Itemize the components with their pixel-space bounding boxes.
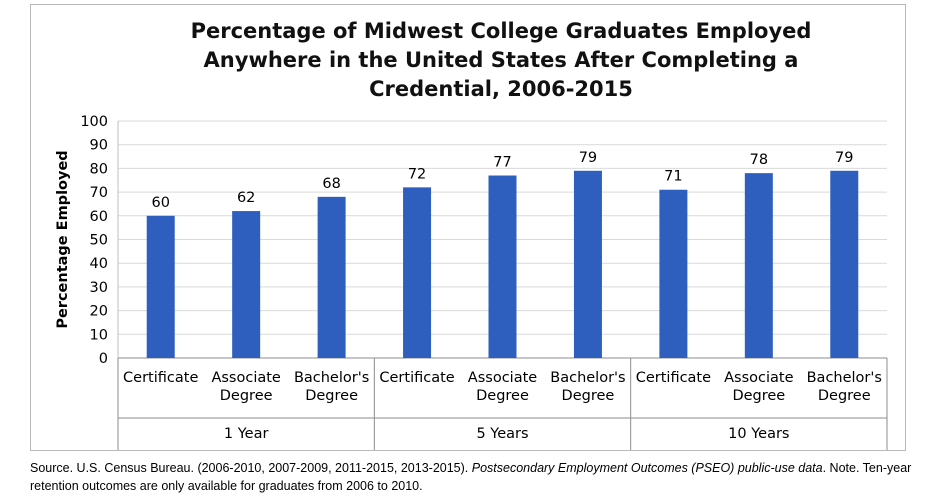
x-group-label: 5 Years: [476, 426, 528, 442]
x-category-label: Certificate: [123, 370, 198, 386]
x-group-label: 10 Years: [728, 426, 789, 442]
x-group-label: 1 Year: [224, 426, 269, 442]
y-tick-label: 50: [90, 233, 108, 249]
data-label: 78: [750, 152, 768, 168]
bar: [488, 175, 517, 358]
x-category-label: Certificate: [379, 370, 454, 386]
y-axis-label: Percentage Employed: [55, 150, 71, 328]
bar: [232, 211, 261, 358]
bar: [659, 189, 688, 358]
y-tick-label: 40: [90, 256, 108, 272]
chart-frame: 0 10 20 30 40 50 60 70 80 90 100 Percentage Employe…: [30, 4, 906, 451]
x-category-label: Bachelor's Degree: [550, 370, 625, 404]
y-tick-label: 80: [90, 161, 108, 177]
data-label: 68: [322, 176, 340, 192]
chart-title: Percentage of Midwest College Graduates …: [190, 19, 812, 101]
data-label: 71: [664, 169, 682, 185]
y-tick-label: 30: [90, 280, 108, 296]
x-category-label: Associate Degree: [724, 370, 793, 404]
x-category-label: Associate Degree: [211, 370, 280, 404]
bar: [830, 170, 859, 358]
bar: [403, 187, 432, 358]
source-italic: Postsecondary Employment Outcomes (PSEO)…: [471, 461, 823, 475]
x-category-label: Bachelor's Degree: [807, 370, 882, 404]
y-tick-label: 10: [90, 327, 108, 343]
y-tick-label: 60: [90, 209, 108, 225]
source-prefix: Source. U.S. Census Bureau. (2006-2010, …: [30, 461, 472, 475]
data-label: 79: [835, 150, 853, 166]
bar: [317, 196, 346, 358]
data-label: 72: [408, 166, 426, 182]
y-tick-label: 0: [99, 351, 108, 367]
data-label: 60: [151, 195, 169, 211]
x-category-label: Bachelor's Degree: [294, 370, 369, 404]
source-suffix: . Note. Ten-year retention outcomes are …: [30, 461, 912, 493]
bar: [146, 215, 175, 358]
data-label: 77: [493, 155, 511, 171]
x-category-label: Certificate: [636, 370, 711, 386]
x-category-label: Associate Degree: [468, 370, 537, 404]
y-tick-label: 70: [90, 185, 108, 201]
source-note: Source. U.S. Census Bureau. (2006-2010, …: [30, 459, 920, 495]
y-tick-label: 20: [90, 304, 108, 320]
data-label: 62: [237, 190, 255, 206]
bar: [573, 170, 602, 358]
bar: [744, 173, 773, 358]
y-tick-label: 90: [90, 138, 108, 154]
data-label: 79: [579, 150, 597, 166]
y-tick-label: 100: [80, 114, 108, 130]
bar-chart: 0 10 20 30 40 50 60 70 80 90 100 Percentage Employe…: [55, 114, 888, 450]
